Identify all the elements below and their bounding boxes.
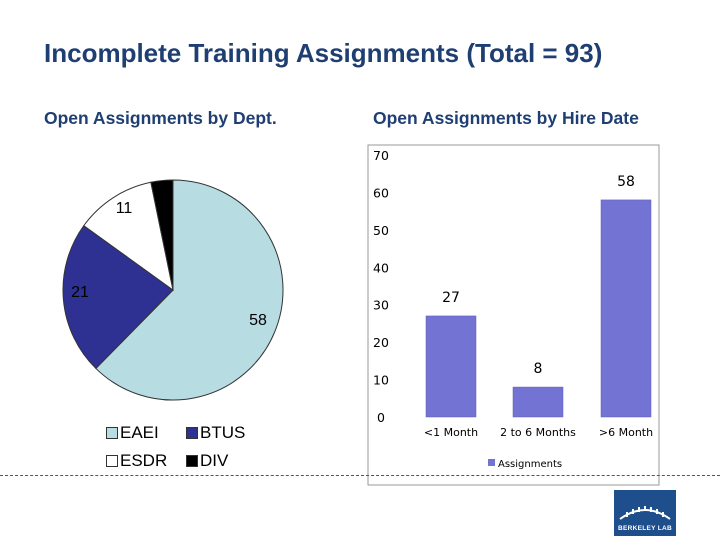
legend-swatch-div xyxy=(186,455,198,467)
y-tick-label: 30 xyxy=(373,298,389,313)
bar-legend-label: Assignments xyxy=(498,459,562,470)
bar-data-label: 8 xyxy=(534,361,543,377)
y-tick-label: 70 xyxy=(373,148,389,163)
bar-data-label: 58 xyxy=(617,174,635,190)
x-tick-label: >6 Month xyxy=(599,426,653,439)
pie-slice-eaei xyxy=(95,179,284,401)
y-tick-label: 60 xyxy=(373,185,389,200)
legend-item-btus: BTUS xyxy=(186,423,245,443)
y-tick-label: 20 xyxy=(373,335,389,350)
legend-item-div: DIV xyxy=(186,451,228,471)
y-tick-label: 0 xyxy=(377,410,385,425)
pie-slice-esdr xyxy=(83,181,174,292)
x-tick-label: 2 to 6 Months xyxy=(500,426,576,439)
legend-label-esdr: ESDR xyxy=(120,451,168,470)
legend-item-esdr: ESDR xyxy=(106,451,167,471)
divider-line xyxy=(0,475,720,476)
bar-data-label: 27 xyxy=(442,290,460,306)
legend-label-div: DIV xyxy=(200,451,229,470)
legend-swatch-btus xyxy=(186,427,198,439)
y-tick-label: 10 xyxy=(373,373,389,388)
pie-data-label: 21 xyxy=(71,284,89,301)
campanile-icon xyxy=(619,506,671,520)
bar-2 xyxy=(512,386,564,418)
pie-data-label: 11 xyxy=(116,200,133,217)
bar-3 xyxy=(600,199,652,418)
pie-slice-div xyxy=(150,179,174,291)
berkeley-lab-logo: BERKELEY LAB xyxy=(614,490,676,536)
legend-swatch-eaei xyxy=(106,427,118,439)
y-tick-label: 40 xyxy=(373,260,389,275)
pie-slice-btus xyxy=(62,224,174,370)
pie-chart-title: Open Assignments by Dept. xyxy=(44,108,277,128)
bar-legend-swatch xyxy=(488,459,495,466)
legend-item-eaei: EAEI xyxy=(106,423,159,443)
logo-text: BERKELEY LAB xyxy=(617,525,673,532)
pie-data-label: 58 xyxy=(249,312,267,329)
bar-1 xyxy=(425,315,477,418)
legend-label-eaei: EAEI xyxy=(120,423,159,442)
bar-chart-title: Open Assignments by Hire Date xyxy=(373,108,639,128)
legend-swatch-esdr xyxy=(106,455,118,467)
page-title: Incomplete Training Assignments (Total =… xyxy=(44,38,603,68)
x-tick-label: <1 Month xyxy=(424,426,478,439)
y-tick-label: 50 xyxy=(373,223,389,238)
legend-label-btus: BTUS xyxy=(200,423,246,442)
